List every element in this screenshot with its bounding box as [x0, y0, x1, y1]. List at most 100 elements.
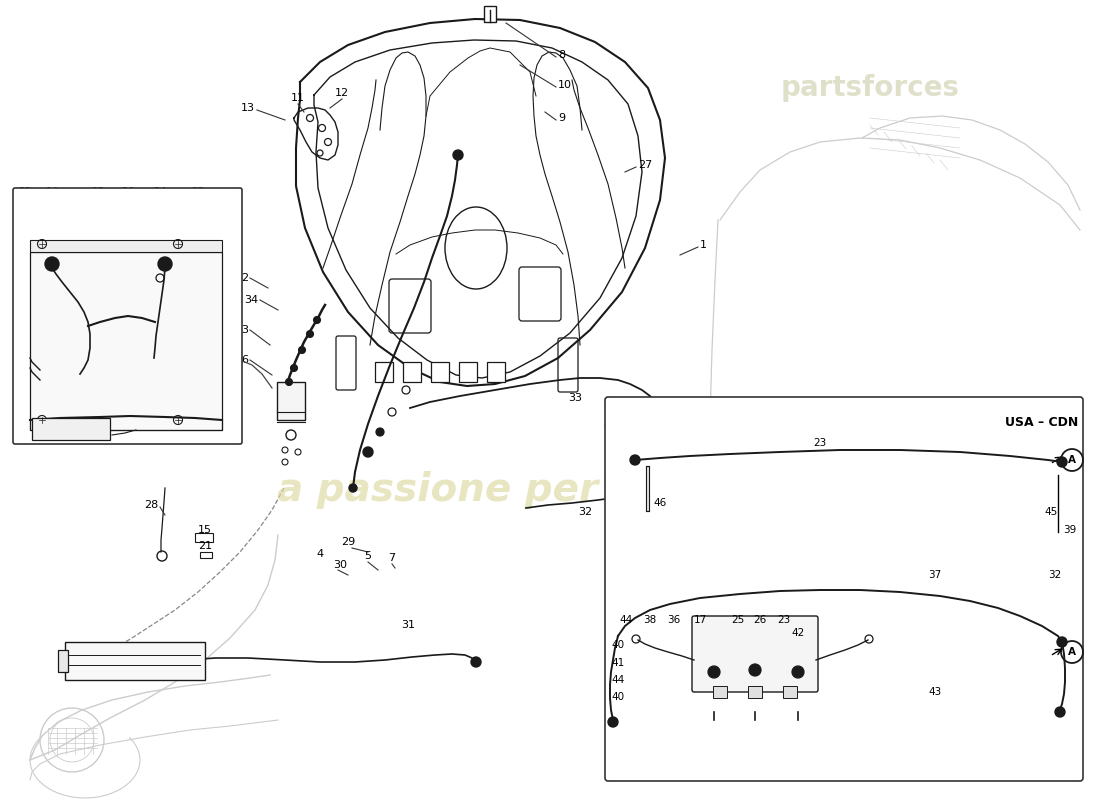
Text: 39: 39: [1064, 525, 1077, 535]
Text: partsforces: partsforces: [781, 74, 959, 102]
Bar: [200, 552, 212, 558]
Text: 24: 24: [153, 187, 166, 197]
Circle shape: [45, 257, 59, 271]
Circle shape: [651, 403, 661, 413]
Text: 3: 3: [241, 325, 248, 335]
Circle shape: [792, 666, 804, 678]
Text: 20: 20: [226, 313, 239, 323]
Circle shape: [608, 717, 618, 727]
Bar: [30, 252, 222, 430]
Circle shape: [298, 346, 306, 354]
Bar: [375, 362, 393, 382]
Text: 23: 23: [778, 615, 791, 625]
Bar: [484, 6, 496, 22]
Text: A: A: [1068, 647, 1076, 657]
Bar: [30, 240, 222, 252]
Circle shape: [708, 666, 720, 678]
Text: 46: 46: [653, 498, 667, 508]
FancyBboxPatch shape: [605, 397, 1084, 781]
Text: 32: 32: [1048, 570, 1062, 580]
Text: 31: 31: [402, 620, 415, 630]
Text: 11: 11: [292, 93, 305, 103]
Text: 13: 13: [241, 103, 255, 113]
Text: 40: 40: [612, 640, 625, 650]
Text: 33: 33: [568, 393, 582, 403]
Circle shape: [314, 317, 320, 323]
Text: 17: 17: [13, 387, 26, 397]
Text: 36: 36: [668, 615, 681, 625]
Text: 23: 23: [604, 410, 618, 420]
Circle shape: [1057, 637, 1067, 647]
Text: 9: 9: [558, 113, 565, 123]
Circle shape: [307, 330, 314, 338]
Text: 12: 12: [334, 88, 349, 98]
Circle shape: [376, 428, 384, 436]
Text: 30: 30: [333, 560, 346, 570]
Circle shape: [1055, 707, 1065, 717]
Circle shape: [158, 257, 172, 271]
Text: 29: 29: [341, 537, 355, 547]
Text: 37: 37: [928, 570, 942, 580]
Text: 6: 6: [241, 355, 248, 365]
Text: 35: 35: [19, 205, 32, 215]
Text: 2: 2: [241, 273, 248, 283]
Circle shape: [1057, 457, 1067, 467]
Text: a passione per cars: a passione per cars: [277, 471, 703, 509]
Circle shape: [349, 484, 358, 492]
Text: 43: 43: [928, 687, 942, 697]
Circle shape: [453, 150, 463, 160]
Bar: [65, 642, 205, 680]
Circle shape: [749, 664, 761, 676]
Bar: [403, 362, 421, 382]
Bar: [459, 362, 477, 382]
FancyBboxPatch shape: [13, 188, 242, 444]
Text: 7: 7: [388, 553, 396, 563]
Text: 1: 1: [700, 240, 707, 250]
Circle shape: [630, 455, 640, 465]
Text: 23: 23: [813, 438, 826, 448]
Text: 25: 25: [91, 187, 104, 197]
Text: 26: 26: [754, 615, 767, 625]
Circle shape: [363, 447, 373, 457]
Text: 10: 10: [558, 80, 572, 90]
Text: 22: 22: [19, 187, 32, 197]
Bar: [195, 533, 213, 542]
Text: 45: 45: [1045, 507, 1058, 517]
Bar: [32, 418, 110, 440]
Bar: [431, 362, 449, 382]
Text: 42: 42: [791, 628, 804, 638]
Text: 26: 26: [121, 187, 134, 197]
Bar: [277, 382, 305, 420]
Text: 41: 41: [612, 658, 625, 668]
Text: 18: 18: [226, 290, 240, 300]
Text: 17: 17: [693, 615, 706, 625]
Text: 32: 32: [578, 507, 592, 517]
Text: 19: 19: [226, 335, 240, 345]
Text: 8: 8: [558, 50, 565, 60]
Text: 38: 38: [644, 615, 657, 625]
Text: 16: 16: [13, 410, 26, 420]
Text: 21: 21: [198, 541, 212, 551]
Text: 28: 28: [144, 500, 158, 510]
Text: 27: 27: [638, 160, 652, 170]
Circle shape: [286, 378, 293, 386]
Bar: [487, 362, 505, 382]
Text: 34: 34: [244, 295, 258, 305]
Text: 14: 14: [45, 187, 58, 197]
Text: 44: 44: [612, 675, 625, 685]
Text: 44: 44: [619, 615, 632, 625]
Circle shape: [701, 495, 711, 505]
Text: A: A: [1068, 455, 1076, 465]
Bar: [748, 686, 762, 698]
Text: USA – CDN: USA – CDN: [1005, 415, 1079, 429]
Bar: [58, 650, 68, 672]
Text: 5: 5: [364, 551, 372, 561]
Bar: [713, 686, 727, 698]
Bar: [783, 686, 798, 698]
Text: 15: 15: [198, 525, 212, 535]
Text: 4: 4: [317, 549, 323, 559]
Text: 23: 23: [191, 187, 205, 197]
FancyBboxPatch shape: [692, 616, 818, 692]
Circle shape: [471, 657, 481, 667]
Text: 40: 40: [612, 692, 625, 702]
